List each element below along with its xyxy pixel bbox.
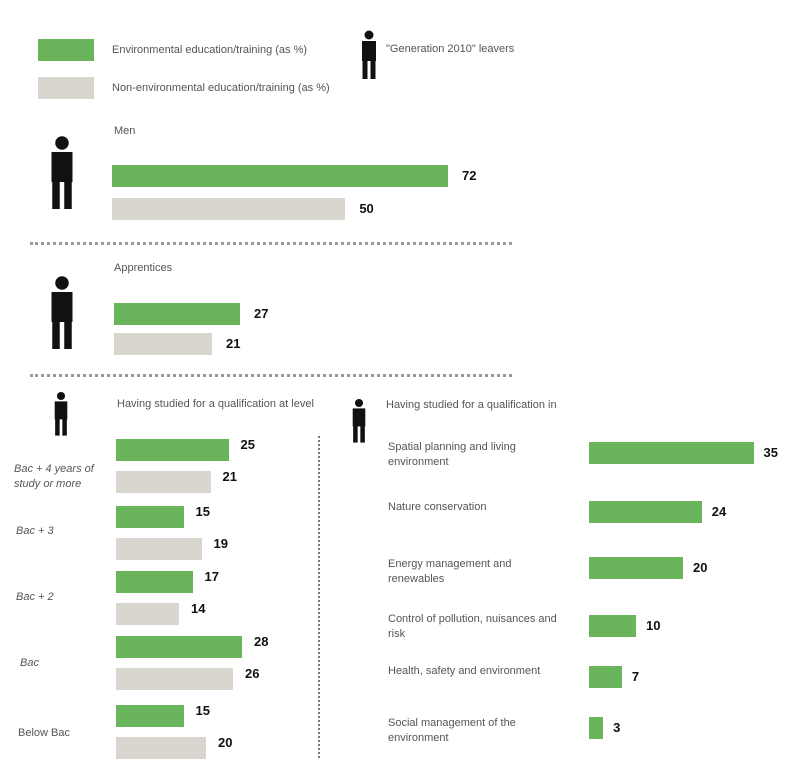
value-bac3-environmental: 15 [195,504,210,519]
category-label-pollution: Control of pollution, nuisances and risk [388,613,557,640]
category-label-energy: Energy management and renewables [388,558,512,585]
bar-energy-environmental [589,557,683,579]
bar-bac3-non-environmental [116,538,202,560]
category-label-bac2: Bac + 2 [16,591,54,603]
bar-below-bac-non-environmental [116,737,206,759]
divider [318,436,320,758]
value-bac-environmental: 28 [254,634,269,649]
value-bac2-non-environmental: 14 [191,601,206,616]
bar-men-non-environmental [112,198,346,220]
value-social-environmental: 3 [613,720,621,735]
category-label-bac: Bac [20,657,39,669]
person-icon [51,136,73,209]
legend-label-non-environmental: Non-environmental education/training (as… [112,82,330,94]
bar-bac3-environmental [116,506,184,528]
bar-social-environmental [589,717,604,739]
value-men-environmental: 72 [462,168,477,183]
legend-label-environmental: Environmental education/training (as %) [112,44,308,56]
value-bac-non-environmental: 26 [245,666,260,681]
value-men-non-environmental: 50 [359,201,374,216]
value-bac3-non-environmental: 19 [213,536,228,551]
divider [30,374,512,377]
category-label-nature: Nature conservation [388,501,487,513]
category-label-bac4: Bac + 4 years of study or more [14,463,94,490]
category-label-below-bac: Below Bac [18,727,70,739]
bar-apprentices-non-environmental [114,333,212,355]
bar-bac4-environmental [116,439,229,461]
bar-apprentices-environmental [114,303,240,325]
legend-swatch-non-environmental [38,77,94,99]
section-title-men: Men [114,125,136,137]
section-title-apprentices: Apprentices [114,262,173,274]
bar-bac2-non-environmental [116,603,179,625]
bar-men-environmental [112,165,448,187]
bar-nature-environmental [589,501,702,523]
person-icon [352,398,366,443]
value-below-bac-non-environmental: 20 [218,735,233,750]
value-below-bac-environmental: 15 [195,703,210,718]
value-spatial-environmental: 35 [763,445,778,460]
value-bac2-environmental: 17 [204,569,219,584]
person-icon [51,276,73,349]
value-nature-environmental: 24 [711,504,727,519]
bar-bac-non-environmental [116,668,233,690]
section-title-field: Having studied for a qualification in [386,399,557,411]
bar-bac2-environmental [116,571,193,593]
legend-swatch-environmental [38,39,94,61]
value-energy-environmental: 20 [693,560,708,575]
value-apprentices-environmental: 27 [254,306,269,321]
section-title-level: Having studied for a qualification at le… [117,398,314,410]
category-label-bac3: Bac + 3 [16,525,54,537]
bar-health-environmental [589,666,622,688]
bar-bac4-non-environmental [116,471,211,493]
bar-spatial-environmental [589,442,754,464]
category-label-social: Social management of the environment [388,717,516,744]
divider [30,242,512,245]
value-pollution-environmental: 10 [646,618,661,633]
value-apprentices-non-environmental: 21 [226,336,241,351]
category-label-spatial: Spatial planning and living environment [388,441,516,468]
bar-below-bac-environmental [116,705,184,727]
bar-pollution-environmental [589,615,636,637]
value-bac4-non-environmental: 21 [222,469,237,484]
value-health-environmental: 7 [631,669,640,684]
person-icon [54,391,68,436]
value-bac4-environmental: 25 [240,437,255,452]
category-label-health: Health, safety and environment [388,665,541,677]
legend-label-leavers: "Generation 2010" leavers [386,43,515,55]
bar-bac-environmental [116,636,242,658]
person-icon [362,30,376,79]
